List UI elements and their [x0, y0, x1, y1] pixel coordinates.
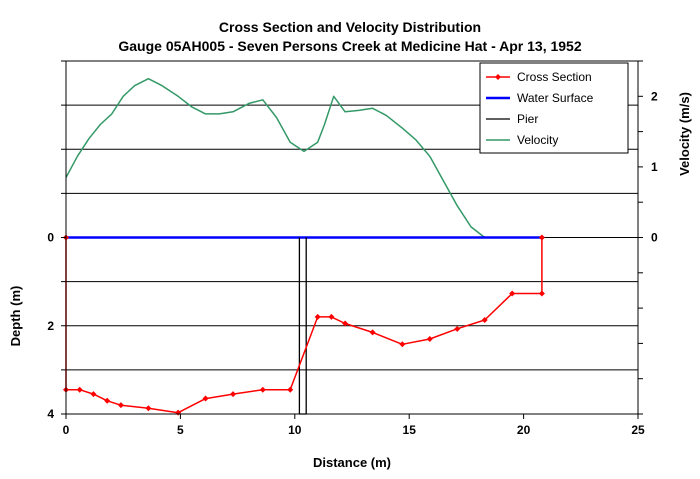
x-tick-label: 15: [403, 423, 417, 437]
cross-section-point: [481, 317, 488, 324]
cross-section-point: [230, 391, 237, 398]
cross-section-point: [454, 325, 461, 332]
cross-section-point: [117, 402, 124, 409]
cross-section-point: [509, 290, 516, 297]
cross-section-point: [202, 395, 209, 402]
cross-section-point: [90, 391, 97, 398]
x-tick-label: 0: [63, 423, 70, 437]
cross-section-point: [538, 234, 545, 241]
cross-section-point: [145, 405, 152, 412]
y-axis-velocity: 2 1 0: [638, 60, 658, 415]
chart-subtitle: Gauge 05AH005 - Seven Persons Creek at M…: [118, 38, 581, 54]
x-tick-label: 25: [631, 423, 645, 437]
legend-box: [479, 62, 629, 154]
y-axis-depth: 0 2 4: [47, 60, 66, 421]
x-tick-label: 20: [517, 423, 531, 437]
cross-section-point: [538, 290, 545, 297]
chart-title: Cross Section and Velocity Distribution: [219, 19, 481, 35]
cross-section-point: [76, 386, 83, 393]
cross-section-legend-label: Cross Section: [517, 70, 592, 84]
x-axis-title: Distance (m): [313, 455, 391, 470]
y-axis-title: Depth (m): [8, 286, 23, 347]
cross-section-point: [399, 341, 406, 348]
cross-section-legend-marker: [495, 74, 501, 80]
legend: Cross Section Water Surface Pier Velocity: [479, 62, 629, 154]
y2-tick-label: 2: [651, 89, 658, 103]
y-tick-label: 0: [47, 231, 54, 245]
velocity-line: [65, 77, 542, 239]
pier-legend-label: Pier: [517, 112, 538, 126]
y2-axis-title: Velocity (m/s): [677, 92, 692, 176]
cross-section-point: [342, 320, 349, 327]
y-tick-label: 4: [47, 407, 54, 421]
cross-section-point: [369, 329, 376, 336]
cross-section-point: [287, 386, 294, 393]
x-tick-label: 5: [177, 423, 184, 437]
x-tick-label: 10: [288, 423, 302, 437]
y2-tick-label: 0: [651, 231, 658, 245]
cross-section-point: [328, 313, 335, 320]
y-tick-label: 2: [47, 319, 54, 333]
cross-section-point: [259, 386, 266, 393]
velocity-legend-label: Velocity: [517, 133, 558, 147]
cross-section-point: [104, 397, 111, 404]
x-axis: 0 5 10 15 20 25: [63, 414, 645, 437]
cross-section-point: [314, 313, 321, 320]
cross-section-point: [426, 335, 433, 342]
water-surface-legend-label: Water Surface: [517, 91, 594, 105]
y2-tick-label: 1: [651, 160, 658, 174]
